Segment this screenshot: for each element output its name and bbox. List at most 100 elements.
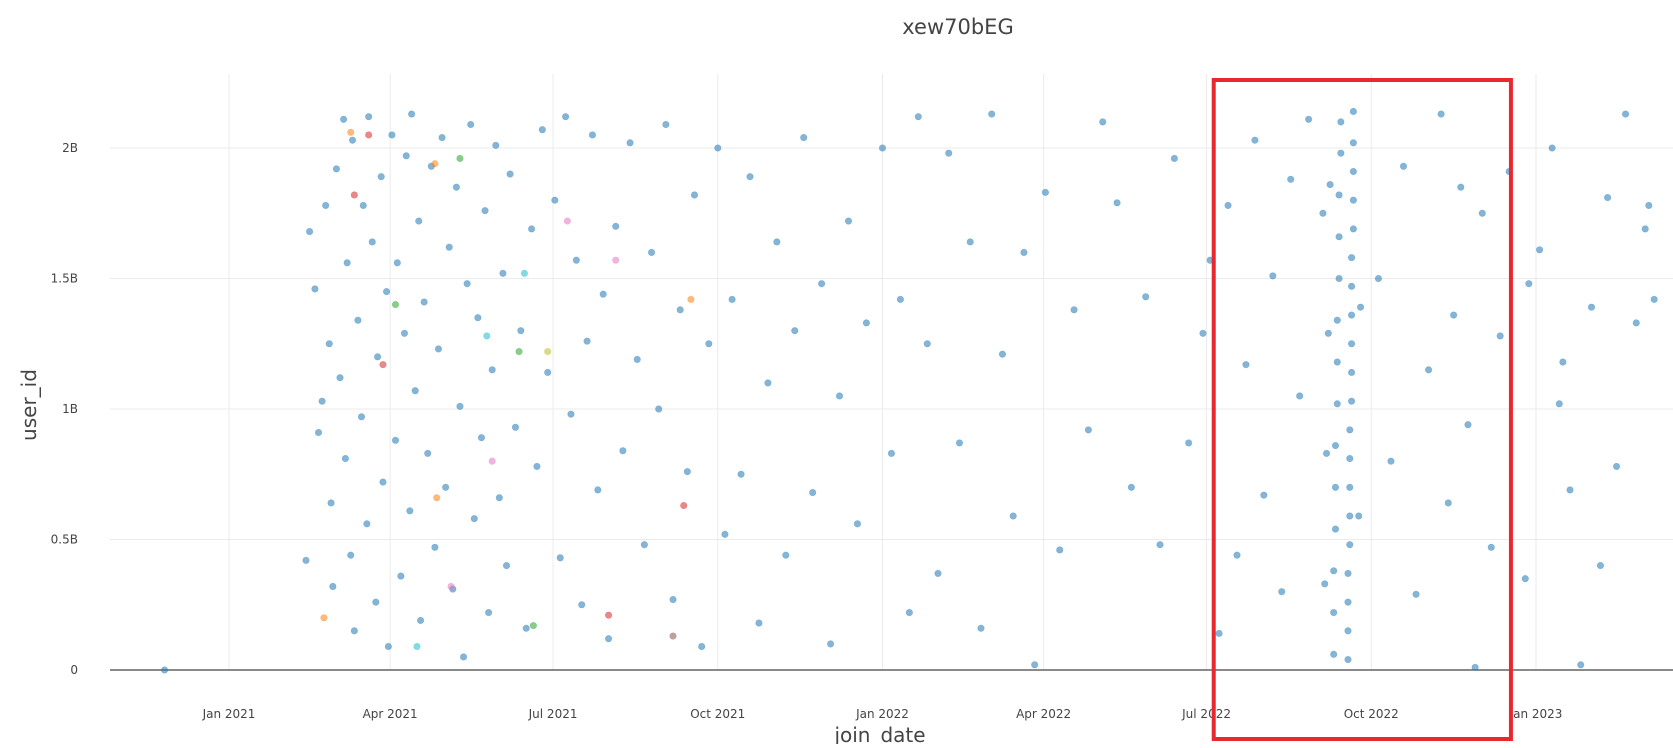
- y-tick-label: 0: [70, 663, 78, 677]
- data-point: [551, 196, 559, 204]
- data-point: [456, 402, 464, 410]
- data-point: [327, 499, 335, 507]
- data-point: [604, 611, 613, 619]
- data-point: [588, 131, 597, 139]
- data-point: [862, 319, 870, 327]
- data-point: [1142, 293, 1150, 301]
- data-point: [612, 222, 620, 230]
- data-point: [594, 486, 602, 494]
- data-point: [923, 340, 931, 348]
- y-tick-label: 0.5B: [51, 533, 78, 547]
- data-point: [1215, 629, 1223, 638]
- data-point: [1185, 439, 1193, 447]
- data-point: [1621, 110, 1630, 118]
- data-point: [1478, 209, 1486, 217]
- data-point: [698, 642, 706, 651]
- data-point: [477, 434, 486, 442]
- data-point: [1335, 191, 1343, 199]
- data-point: [1632, 319, 1640, 327]
- data-point: [1612, 462, 1621, 471]
- data-point: [433, 494, 441, 502]
- data-point: [1604, 193, 1612, 202]
- data-point: [1331, 525, 1340, 533]
- data-point: [1233, 551, 1241, 559]
- data-point: [350, 191, 358, 199]
- data-point: [1269, 272, 1277, 280]
- x-tick-label: Jan 2022: [855, 707, 909, 721]
- data-point: [1330, 608, 1338, 617]
- gridlines: [110, 74, 1673, 670]
- chart-title: xew70bEG: [902, 15, 1013, 39]
- data-point: [359, 201, 367, 210]
- x-tick-label: Oct 2022: [1344, 707, 1399, 721]
- data-point: [1009, 512, 1017, 520]
- data-point: [420, 298, 428, 306]
- data-point: [1113, 199, 1121, 207]
- data-point: [1305, 115, 1313, 123]
- data-point: [626, 139, 634, 147]
- data-point: [1424, 366, 1433, 374]
- data-point: [800, 133, 808, 142]
- data-point: [998, 350, 1007, 358]
- data-point: [844, 217, 853, 225]
- data-point: [1347, 311, 1356, 319]
- data-point: [680, 501, 688, 510]
- data-point: [1347, 254, 1356, 262]
- data-point: [578, 601, 586, 609]
- data-point: [332, 165, 341, 173]
- data-point: [529, 622, 537, 630]
- data-point: [391, 301, 400, 309]
- data-point: [1521, 575, 1529, 583]
- data-points: [160, 107, 1658, 674]
- y-tick-label: 2B: [62, 141, 78, 155]
- data-point: [1251, 136, 1259, 144]
- data-point: [415, 217, 423, 225]
- data-point: [1566, 486, 1574, 494]
- data-point: [1321, 580, 1329, 588]
- data-point: [977, 624, 985, 632]
- data-point: [1319, 209, 1327, 217]
- data-point: [320, 614, 328, 622]
- y-axis-ticks: 0 0.5B 1B 1.5B 2B: [51, 141, 78, 677]
- data-point: [1347, 397, 1356, 405]
- data-point: [1224, 201, 1232, 210]
- data-point: [826, 640, 835, 648]
- data-point: [495, 494, 503, 502]
- data-point: [676, 306, 684, 314]
- data-point: [1335, 274, 1343, 283]
- data-point: [379, 478, 387, 486]
- data-point: [1056, 546, 1064, 554]
- data-point: [1349, 167, 1357, 176]
- data-point: [1324, 329, 1332, 337]
- data-point: [1296, 392, 1304, 400]
- x-axis-ticks: Jan 2021 Apr 2021 Jul 2021 Oct 2021 Jan 2022…: [202, 707, 1563, 721]
- data-point: [1349, 107, 1357, 116]
- data-point: [393, 259, 401, 267]
- data-point: [377, 173, 385, 181]
- data-point: [1287, 175, 1295, 183]
- data-point: [341, 454, 349, 463]
- data-point: [669, 632, 677, 640]
- data-point: [522, 624, 530, 632]
- data-point: [463, 280, 471, 288]
- x-tick-label: Oct 2021: [690, 707, 745, 721]
- data-point: [1156, 541, 1164, 549]
- data-point: [640, 541, 648, 549]
- data-point: [474, 314, 482, 322]
- data-point: [391, 436, 400, 444]
- data-point: [1535, 246, 1544, 254]
- data-point: [583, 337, 591, 345]
- data-point: [1331, 441, 1340, 450]
- data-point: [1347, 340, 1356, 348]
- data-point: [1645, 201, 1653, 210]
- data-point: [1444, 499, 1452, 507]
- data-point: [966, 238, 974, 246]
- data-point: [347, 551, 355, 559]
- data-point: [431, 160, 439, 168]
- data-point: [413, 642, 421, 651]
- data-point: [336, 374, 344, 382]
- data-point: [1330, 650, 1338, 658]
- data-point: [1337, 149, 1345, 157]
- x-tick-label: Jul 2022: [1181, 707, 1231, 721]
- data-point: [905, 608, 913, 617]
